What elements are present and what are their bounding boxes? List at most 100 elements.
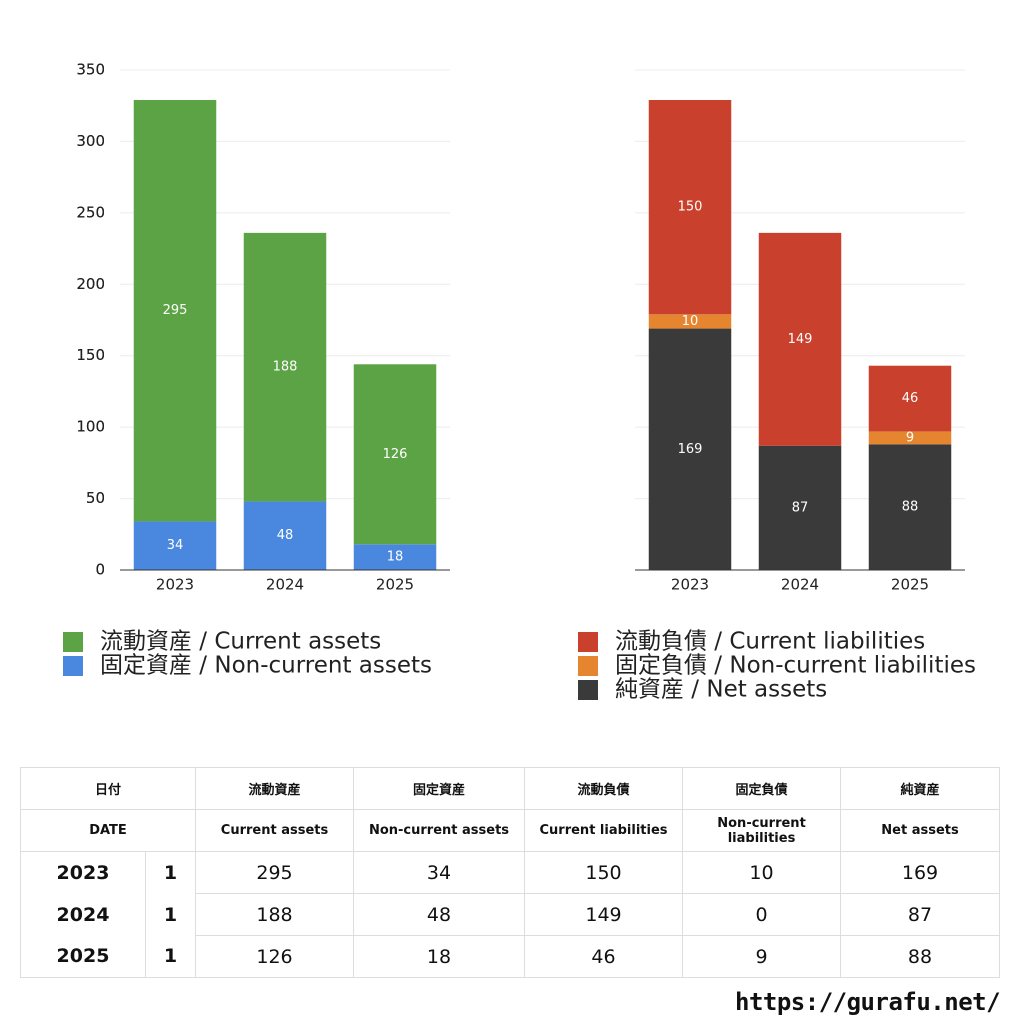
y-tick-label: 350 <box>76 61 105 79</box>
table-cell: 46 <box>524 935 684 978</box>
value-label: 188 <box>273 360 298 375</box>
table-cell: Non-current assets <box>353 809 526 852</box>
legend-swatch <box>578 656 598 676</box>
table-cell: Current liabilities <box>524 809 684 852</box>
legend-label: 純資産 / Net assets <box>615 677 827 703</box>
y-tick-label: 100 <box>76 418 105 436</box>
y-tick-label: 300 <box>76 132 105 150</box>
table-cell: 固定資産 <box>353 767 526 810</box>
legend-swatch <box>63 632 83 652</box>
y-tick-label: 250 <box>76 203 105 221</box>
bar-segment <box>353 364 437 545</box>
table-cell: 1 <box>144 893 197 936</box>
table-row: 2024 1 188 48 149 0 87 <box>20 893 1001 936</box>
table-cell: 88 <box>840 935 1001 978</box>
table-cell: 10 <box>682 851 842 894</box>
legend-label: 固定資産 / Non-current assets <box>100 653 432 679</box>
value-label: 295 <box>163 303 188 318</box>
legend-label: 流動資産 / Current assets <box>100 629 381 655</box>
legend-label: 固定負債 / Non-current liabilities <box>615 653 976 679</box>
table-cell: 流動負債 <box>524 767 684 810</box>
value-label: 48 <box>277 528 294 543</box>
x-tick-label: 2024 <box>266 576 304 594</box>
table-cell: Current assets <box>195 809 355 852</box>
value-label: 150 <box>678 200 703 215</box>
value-label: 169 <box>678 442 703 457</box>
y-tick-label: 150 <box>76 346 105 364</box>
table-cell: 126 <box>195 935 355 978</box>
value-label: 34 <box>167 538 184 553</box>
table-cell: 純資産 <box>840 767 1001 810</box>
bar-segment <box>648 100 732 315</box>
table-cell: 2025 <box>20 935 146 978</box>
table-cell: 188 <box>195 893 355 936</box>
charts: 0 50 100 150 200 250 300 350 2023 34 295 2024 48 188 2… <box>63 61 976 703</box>
legend-swatch <box>578 680 598 700</box>
value-label: 149 <box>788 332 813 347</box>
legend-swatch <box>63 656 83 676</box>
y-tick-label: 50 <box>86 489 105 507</box>
bar-segment <box>758 445 842 570</box>
bar-segment <box>243 232 327 502</box>
x-tick-label: 2025 <box>376 576 414 594</box>
value-label: 10 <box>682 314 699 329</box>
legend-swatch <box>578 632 598 652</box>
value-label: 87 <box>792 500 809 515</box>
x-tick-label: 2023 <box>156 576 194 594</box>
table-cell: 日付 <box>19 767 197 810</box>
y-tick-label: 100 <box>76 418 105 436</box>
y-tick-label: 0 <box>95 561 105 579</box>
table-cell: 48 <box>353 893 526 936</box>
table-cell: Non-current liabilities <box>682 809 842 852</box>
value-label: 18 <box>387 550 404 565</box>
table-cell: 固定負債 <box>682 767 842 810</box>
table-header-row: 日付 流動資産 固定資産 流動負債 固定負債 純資産 <box>19 767 1001 810</box>
footer-url: https://gurafu.net/ <box>735 988 1001 1016</box>
data-table: 日付 流動資産 固定資産 流動負債 固定負債 純資産 DATE Current assets N… <box>19 767 1001 978</box>
legend-label: 流動負債 / Current liabilities <box>615 629 925 655</box>
y-tick-label: 300 <box>76 132 105 150</box>
y-tick-label: 250 <box>76 203 105 221</box>
x-tick-label: 2024 <box>781 576 819 594</box>
table-cell: 295 <box>195 851 355 894</box>
y-tick-label: 200 <box>76 275 105 293</box>
bar-segment <box>648 314 732 329</box>
x-tick-label: 2025 <box>891 576 929 594</box>
table-cell: 87 <box>840 893 1001 936</box>
table-cell: 2024 <box>20 893 146 936</box>
value-label: 126 <box>383 447 408 462</box>
table-row: 2025 1 126 18 46 9 88 <box>20 935 1001 978</box>
table-cell: 34 <box>353 851 526 894</box>
value-label: 88 <box>902 500 919 515</box>
table-cell: 169 <box>840 851 1001 894</box>
table-cell: 流動資産 <box>195 767 355 810</box>
bar-segment <box>868 365 952 432</box>
table-cell: 1 <box>144 851 197 894</box>
table-cell: 1 <box>144 935 197 978</box>
bar-segment <box>133 521 217 570</box>
x-tick-label: 2023 <box>671 576 709 594</box>
bar-segment <box>758 232 842 446</box>
table-cell: 18 <box>353 935 526 978</box>
value-label: 46 <box>902 391 919 406</box>
bar-segment <box>243 501 327 570</box>
table-cell: 0 <box>682 893 842 936</box>
table-cell: 150 <box>524 851 684 894</box>
table-cell: 149 <box>524 893 684 936</box>
table-cell: 2023 <box>20 851 146 894</box>
y-tick-label: 0 <box>95 561 105 579</box>
y-tick-label: 350 <box>76 61 105 79</box>
value-label: 9 <box>906 430 914 445</box>
y-tick-label: 150 <box>76 346 105 364</box>
bar-segment <box>133 100 217 522</box>
table-cell: 9 <box>682 935 842 978</box>
bar-segment <box>868 444 952 570</box>
table-cell: DATE <box>19 809 197 852</box>
table-row: 2023 1 295 34 150 10 169 <box>20 851 1001 894</box>
table-header-row: DATE Current assets Non-current assets Curr… <box>19 809 1001 852</box>
y-tick-label: 200 <box>76 275 105 293</box>
bar-segment <box>868 431 952 445</box>
y-tick-label: 50 <box>86 489 105 507</box>
bar-segment <box>353 544 437 570</box>
